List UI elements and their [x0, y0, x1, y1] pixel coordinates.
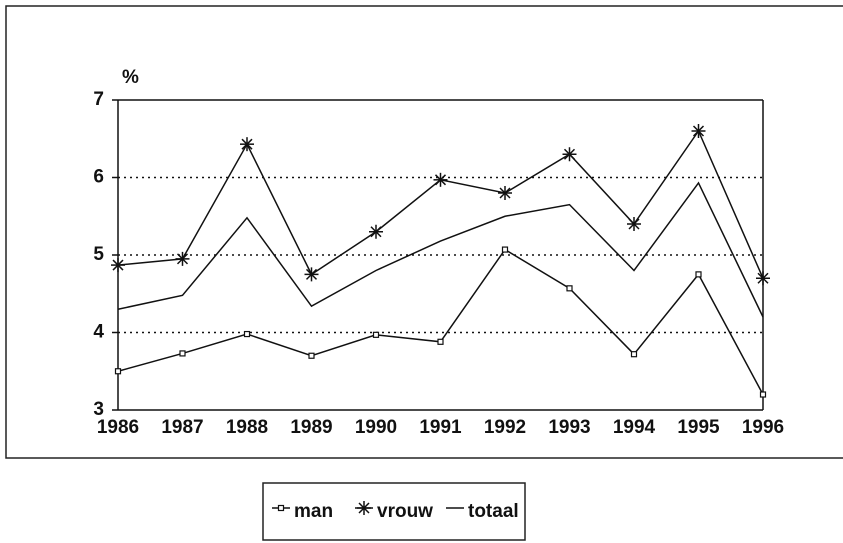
legend-label: vrouw — [377, 501, 433, 522]
point — [627, 217, 641, 231]
point — [277, 504, 285, 512]
point-stroke — [370, 226, 382, 238]
point — [243, 330, 251, 338]
point-stroke — [692, 125, 705, 137]
point-stroke — [563, 148, 576, 160]
point — [114, 368, 122, 375]
point — [179, 350, 186, 357]
point-stroke — [305, 268, 318, 280]
point — [111, 258, 125, 273]
point — [498, 186, 512, 200]
point-stroke — [241, 138, 253, 150]
y-axis-label: % — [122, 67, 139, 88]
x-tick-label: 1991 — [419, 417, 462, 438]
x-tick-label: 1992 — [484, 417, 526, 438]
x-tick-label: 1987 — [161, 417, 203, 438]
y-tick-label: 6 — [93, 167, 104, 188]
point — [695, 271, 702, 278]
point — [304, 267, 319, 282]
point — [630, 351, 638, 358]
x-tick-label: 1995 — [677, 417, 720, 438]
point-stroke — [176, 253, 189, 265]
point — [369, 224, 383, 239]
point — [175, 251, 190, 266]
legend-box — [262, 482, 526, 541]
x-tick-label: 1994 — [613, 417, 656, 438]
x-tick-label: 1996 — [742, 417, 784, 438]
y-tick-label: 4 — [93, 322, 104, 343]
series-line — [117, 181, 764, 318]
point — [501, 246, 509, 253]
point — [372, 331, 380, 338]
x-tick-label: 1988 — [226, 417, 268, 438]
x-tick-label: 1990 — [355, 417, 397, 438]
point-stroke — [757, 272, 769, 284]
point — [562, 147, 577, 162]
point — [759, 391, 767, 398]
point — [691, 124, 706, 138]
x-tick-label: 1993 — [548, 417, 590, 438]
point-stroke — [358, 502, 370, 514]
point — [240, 137, 254, 152]
point-stroke — [434, 174, 447, 186]
point — [756, 271, 770, 286]
point-stroke — [112, 259, 124, 271]
point-stroke — [628, 218, 640, 230]
point-stroke — [499, 187, 511, 199]
x-tick-label: 1986 — [97, 417, 139, 438]
point — [433, 172, 448, 187]
point — [437, 338, 444, 345]
y-tick-label: 7 — [93, 89, 104, 110]
y-tick-label: 3 — [93, 399, 104, 420]
y-tick-label: 5 — [93, 244, 104, 265]
point — [308, 352, 315, 359]
point — [566, 285, 573, 292]
x-tick-label: 1989 — [290, 417, 332, 438]
legend-label: totaal — [468, 501, 519, 522]
chart-frame — [5, 5, 843, 459]
point — [357, 501, 371, 515]
legend-label: man — [294, 501, 333, 522]
series-line — [117, 248, 764, 395]
